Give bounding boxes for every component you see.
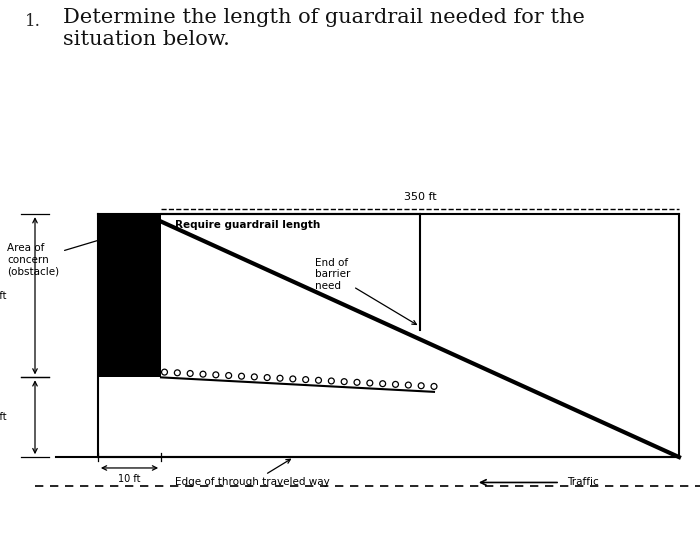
Point [402, 381, 414, 389]
Text: Edge of through traveled way: Edge of through traveled way [175, 459, 330, 488]
Point [428, 382, 440, 391]
Text: 1.: 1. [25, 13, 41, 30]
Text: Require guardrail length: Require guardrail length [175, 220, 321, 230]
Point [313, 376, 324, 384]
Point [197, 370, 209, 378]
Point [223, 372, 235, 380]
Point [416, 382, 427, 390]
Point [185, 369, 196, 378]
Text: Determine the length of guardrail needed for the
situation below.: Determine the length of guardrail needed… [63, 8, 585, 49]
Text: 350 ft: 350 ft [404, 191, 436, 201]
Point [236, 372, 247, 381]
Point [390, 380, 401, 389]
Text: End of
barrier
need: End of barrier need [315, 258, 416, 325]
Point [172, 368, 183, 377]
Point [377, 379, 388, 388]
Text: 40 ft: 40 ft [0, 291, 7, 301]
Text: 10 ft: 10 ft [118, 474, 141, 484]
Text: Traffic: Traffic [567, 478, 598, 488]
Text: 15 ft: 15 ft [0, 412, 7, 422]
Point [339, 377, 350, 386]
Point [262, 373, 273, 382]
Point [248, 373, 260, 381]
Point [364, 379, 375, 387]
Point [300, 375, 312, 384]
Point [210, 370, 221, 379]
Point [351, 378, 363, 386]
Point [326, 377, 337, 385]
Point [287, 375, 298, 383]
Point [159, 368, 170, 376]
Text: Area of
concern
(obstacle): Area of concern (obstacle) [7, 222, 157, 277]
Bar [98, 214, 161, 377]
Point [274, 374, 286, 383]
